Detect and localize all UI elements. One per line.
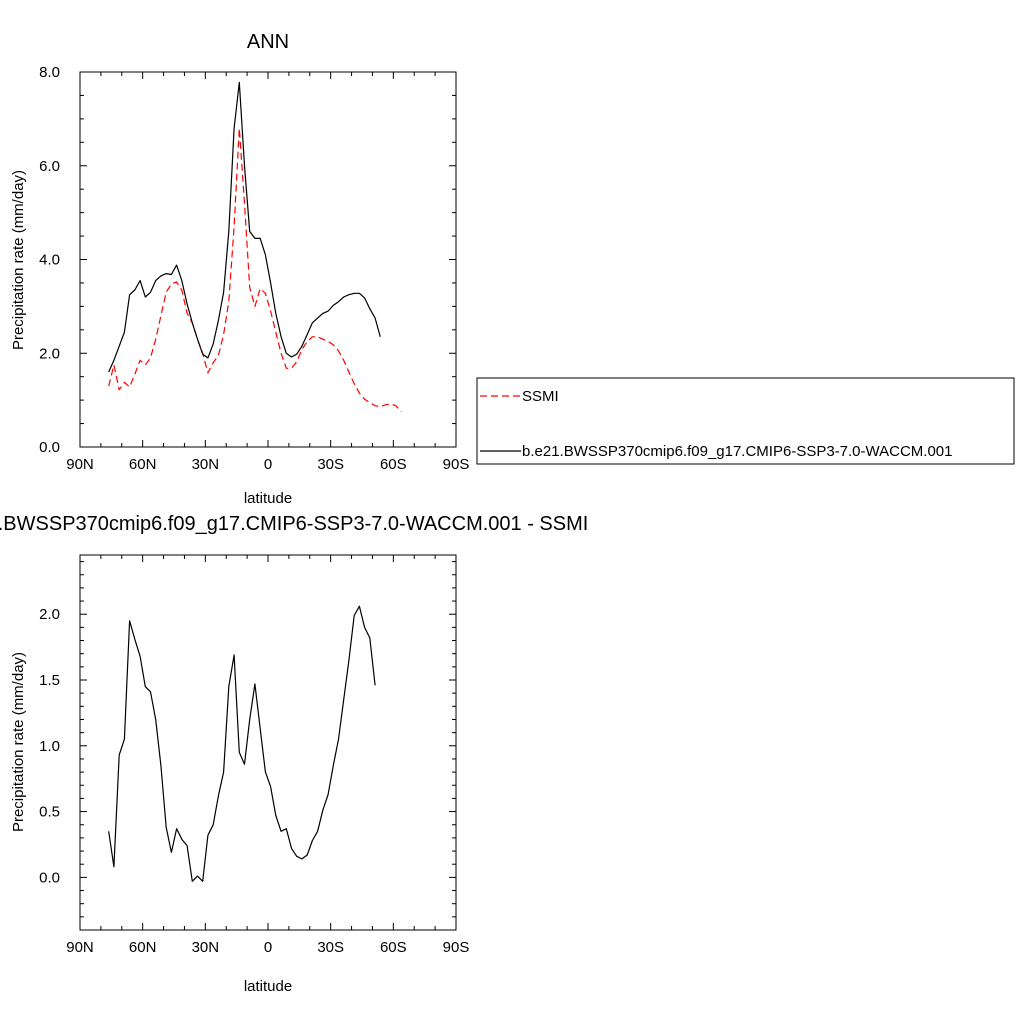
y-tick-label: 2.0 [39, 606, 60, 623]
y-tick-label: 1.5 [39, 672, 60, 689]
x-tick-label: 30N [192, 456, 220, 473]
legend: SSMI b.e21.BWSSP370cmip6.f09_g17.CMIP6-S… [476, 377, 1015, 465]
x-tick-label: 30S [317, 939, 344, 956]
x-axis-label: latitude [244, 490, 292, 507]
legend-label-model: b.e21.BWSSP370cmip6.f09_g17.CMIP6-SSP3-7… [522, 443, 952, 460]
plot-frame [79, 71, 457, 448]
x-tick-label: 0 [264, 939, 272, 956]
chart-title-difference: b.e21.BWSSP370cmip6.f09_g17.CMIP6-SSP3-7… [0, 513, 588, 535]
x-tick-label: 90S [443, 456, 470, 473]
series-line-model [108, 81, 381, 373]
panel-top: ANN 90N 60N 30N 0 30S 60S 90S 0.0 2.0 4.0 6.0 8.0 l… [10, 31, 1015, 507]
y-tick-label: 8.0 [39, 64, 60, 81]
bottom-axes: 90N 60N 30N 0 30S 60S 90S 0.0 0.5 1.0 1.5 2.0 [39, 555, 469, 956]
panel-bottom: b.e21.BWSSP370cmip6.f09_g17.CMIP6-SSP3-7… [0, 513, 588, 995]
top-axes: 90N 60N 30N 0 30S 60S 90S 0.0 2.0 4.0 6.0 8.0 [39, 64, 469, 473]
top-series [108, 81, 402, 413]
legend-box [476, 377, 1015, 465]
x-tick-label: 0 [264, 456, 272, 473]
x-tick-label: 60N [129, 939, 157, 956]
x-tick-label: 60S [380, 456, 407, 473]
y-tick-label: 2.0 [39, 345, 60, 362]
x-tick-label: 90N [66, 456, 94, 473]
x-tick-label: 60N [129, 456, 157, 473]
x-tick-label: 90S [443, 939, 470, 956]
x-tick-label: 90N [66, 939, 94, 956]
x-tick-label: 30N [192, 939, 220, 956]
chart-title: ANN [247, 31, 289, 53]
y-tick-label: 6.0 [39, 158, 60, 175]
y-tick-label: 0.5 [39, 804, 60, 821]
y-tick-label: 4.0 [39, 252, 60, 269]
y-axis-label-difference: Precipitation rate (mm/day) [10, 652, 27, 832]
y-tick-label: 0.0 [39, 439, 60, 456]
y-axis-label: Precipitation rate (mm/day) [10, 170, 27, 350]
y-tick-label: 1.0 [39, 738, 60, 755]
x-tick-label: 60S [380, 939, 407, 956]
legend-label-ssmi: SSMI [522, 388, 559, 405]
plot-frame-difference [79, 554, 457, 931]
series-line-ssmi [108, 127, 402, 413]
y-tick-label: 0.0 [39, 869, 60, 886]
x-tick-label: 30S [317, 456, 344, 473]
x-axis-label-difference: latitude [244, 978, 292, 995]
series-line-difference [108, 605, 376, 882]
bottom-series [108, 605, 376, 882]
